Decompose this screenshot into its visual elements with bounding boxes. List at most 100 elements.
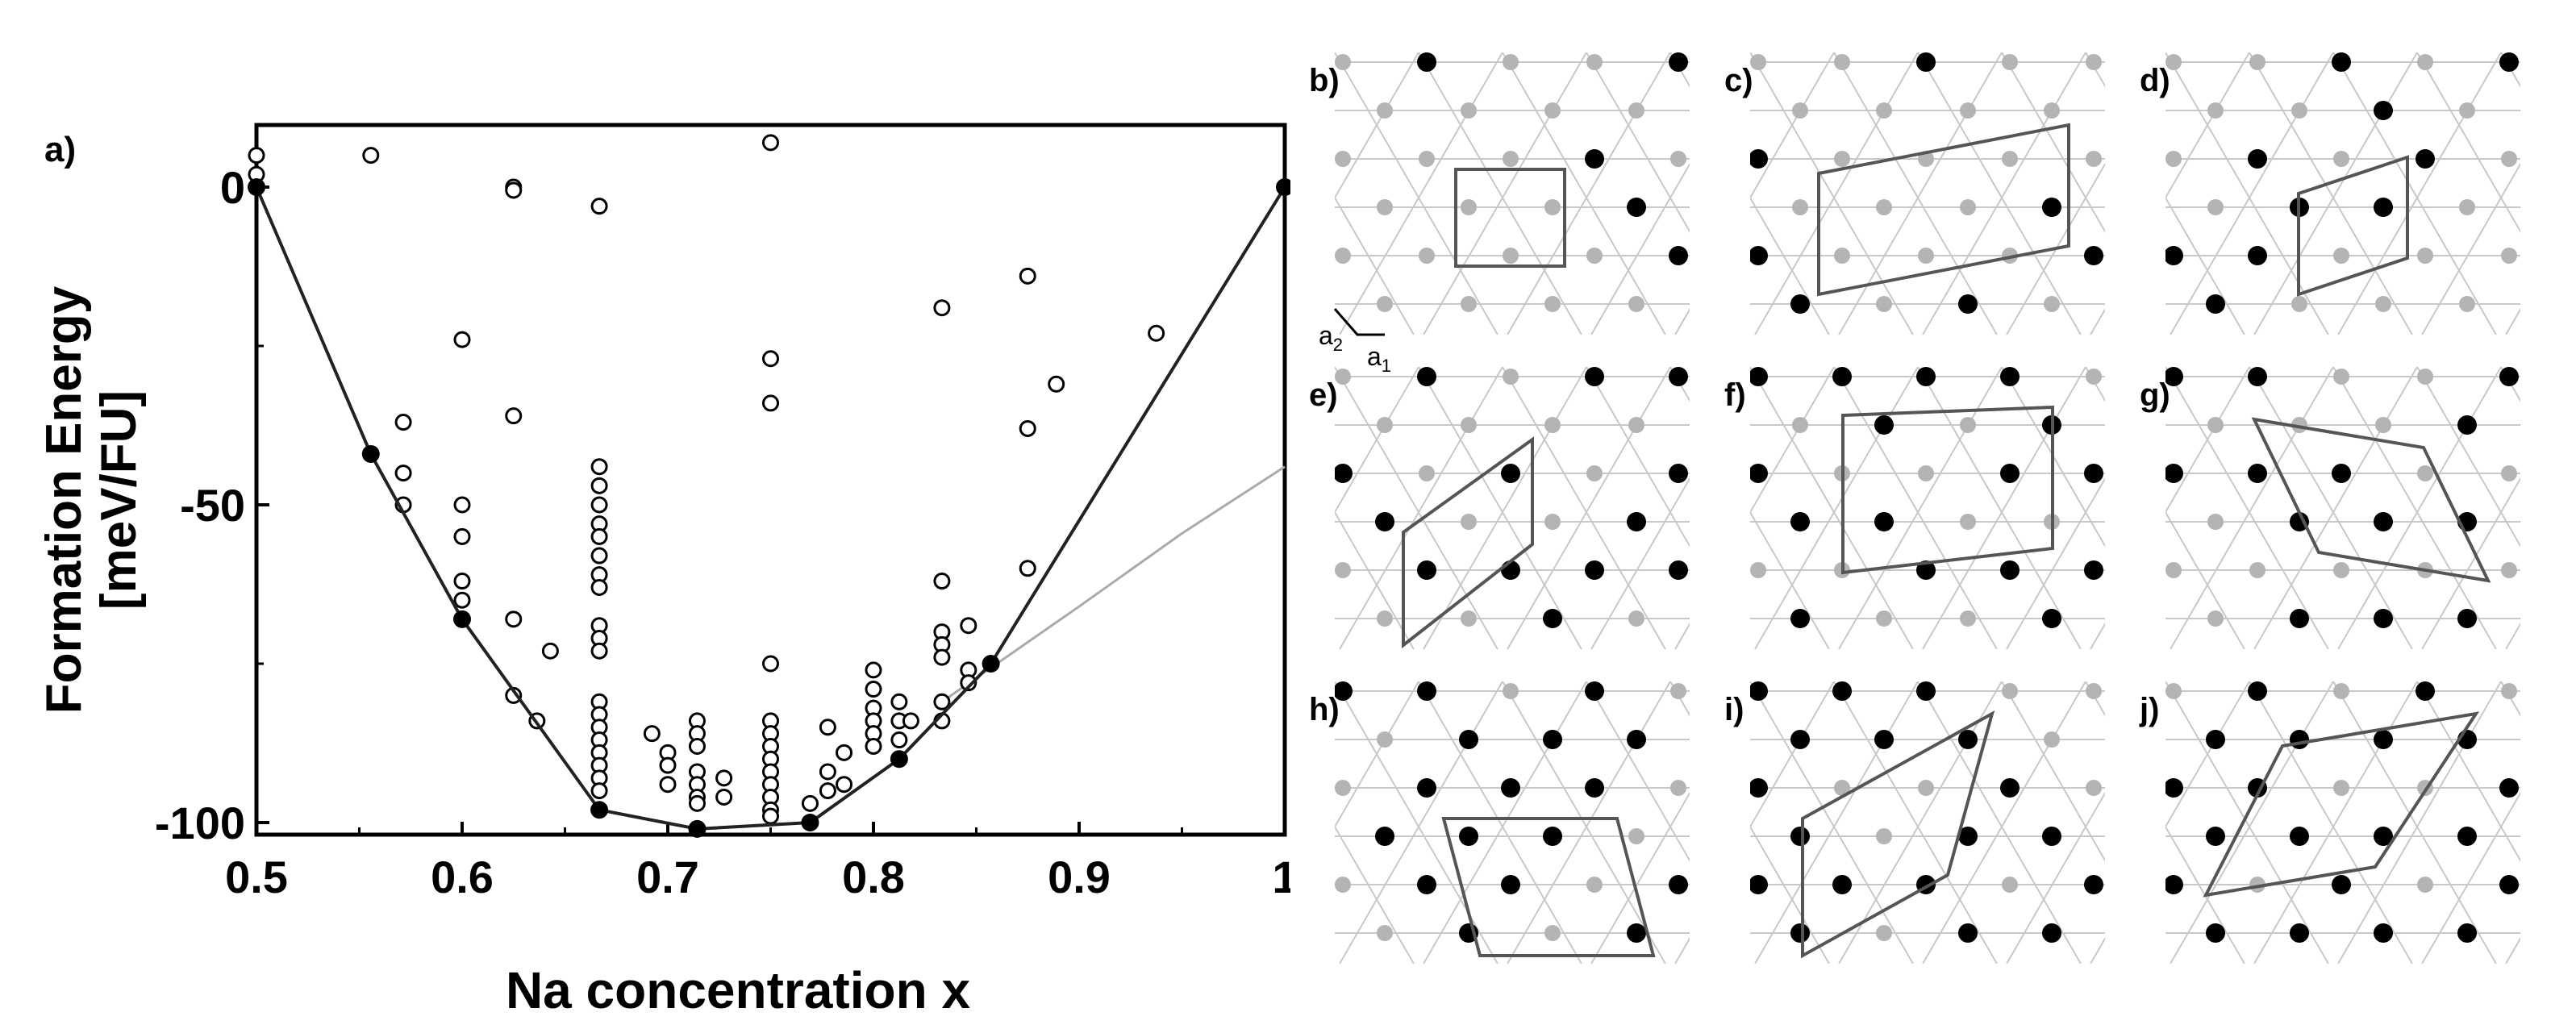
lattice-line [1759,681,1922,964]
lattice-line [1339,681,1503,964]
lattice-line [2257,367,2420,649]
lattice-line [1667,681,1830,964]
sodium-site [1750,464,1768,483]
lattice-line [1922,681,2086,964]
lattice-line [1750,52,1835,200]
sodium-site [2541,294,2561,314]
sodium-site [2165,464,2183,483]
lattice-line [1674,936,1690,964]
vacancy-site [2086,151,2102,167]
sodium-site [2248,246,2267,265]
sodium-site [1874,415,1894,435]
vacancy-site [2333,369,2349,385]
vacancy-site [1377,199,1393,215]
structure-point [1148,324,1165,342]
lattice-line [1494,367,1657,649]
vacancy-site [2459,199,2475,215]
ground-state-point [688,819,707,838]
lattice-line [2174,367,2337,649]
ground-state-point [590,801,609,819]
structure-point [590,198,608,215]
sodium-site [2206,827,2225,846]
vacancy-site [1834,465,1850,481]
lattice-line [2346,52,2509,335]
lattice-line [2165,681,2329,964]
sodium-site [2248,149,2267,169]
sodium-site [2248,681,2267,701]
structure-point [505,181,523,199]
sodium-site [2126,294,2145,314]
vacancy-site [2207,514,2224,530]
lattice-line [2258,681,2421,964]
sodium-site [1543,730,1562,749]
lattice-line [2425,52,2576,335]
panel-label-a: a) [44,130,76,169]
structure-point [865,661,882,679]
vacancy-site [2128,514,2144,530]
sodium-site [1417,778,1436,798]
unit-cell-outline [2297,155,2409,297]
sodium-site [2499,52,2519,72]
sodium-site [1832,875,1852,894]
lattice-line [1327,681,1490,964]
lattice-line [1750,52,1914,335]
structure-point [590,578,608,596]
unit-cell-outline [1817,123,2070,297]
sodium-site [1543,609,1562,628]
panel-label-d: d) [2140,63,2170,98]
lattice-line [2337,367,2502,649]
sodium-site [2084,875,2103,894]
lattice-line [1922,52,2086,335]
sodium-site [1711,923,1730,943]
vacancy-site [1335,248,1351,264]
vacancy-site [2501,562,2517,578]
vacancy-site [1834,562,1850,578]
vacancy-site [1377,610,1393,627]
sodium-site [1790,827,1810,846]
sodium-site [2332,52,2351,72]
vacancy-site [2333,248,2349,264]
lattice-line [1669,52,1690,88]
lattice-line [2170,681,2334,964]
vacancy-site [2543,610,2559,627]
lattice-line [1590,477,1690,649]
lattice-line [2426,681,2576,964]
vacancy-site [1670,780,1686,796]
vacancy-site [1419,465,1435,481]
lattice-line [1335,681,1498,964]
vacancy-site [2543,199,2559,215]
lattice-line [2178,367,2341,649]
lattice-line [2332,681,2497,964]
lattice-line [1411,367,1574,649]
structure-point [960,674,977,692]
sodium-site [1669,560,1688,580]
lattice-line [1418,681,1582,964]
lattice-line [2505,681,2576,964]
vacancy-site [1670,683,1686,699]
lattice-line [1503,681,1666,964]
vacancy-site [1503,151,1519,167]
lattice-line [2085,367,2105,402]
vacancy-site [2044,102,2060,119]
lattice-line [2337,367,2500,649]
lattice-line [2165,52,2250,200]
structure-point [819,719,836,736]
lattice-line [2090,307,2105,335]
lattice-line [1838,52,2003,335]
structure-point [836,744,853,761]
lattice-line [2253,52,2418,335]
lattice-line [1498,367,1661,649]
panel-label-g: g) [2140,377,2170,413]
sodium-site [1669,875,1688,894]
sodium-site [2457,923,2477,943]
vacancy-site [1461,199,1477,215]
structure-point [865,737,882,755]
sodium-site [1916,52,1936,72]
lattice-line [1754,52,1919,335]
lattice-line [1667,52,1830,335]
lattice-line [2165,681,2166,684]
sodium-site [2290,730,2309,749]
lattice-vectors: a2 a1 [1319,308,1391,376]
structure-point [590,496,608,514]
